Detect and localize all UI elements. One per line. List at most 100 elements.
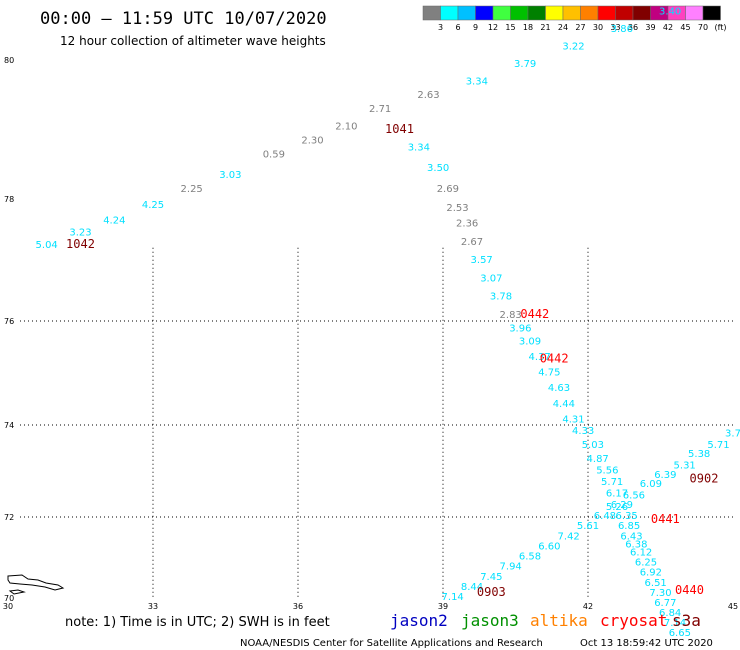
pass-time-label: 1041 — [385, 122, 414, 136]
wave-height-label: 3.23 — [69, 228, 91, 239]
wave-height-label: 4.24 — [103, 215, 125, 226]
wave-height-label: 6.35 — [616, 511, 638, 522]
wave-height-label: 4.37 — [529, 352, 551, 363]
wave-height-label: 6.77 — [654, 598, 676, 609]
x-tick-label: 33 — [148, 602, 158, 611]
wave-height-label: 3.96 — [509, 323, 531, 334]
y-tick-label: 76 — [4, 317, 14, 326]
coastline-outline — [7, 574, 65, 595]
wave-height-label: 3.03 — [219, 170, 241, 181]
color-scale-legend: 3 6 9 12 15 18 21 24 27 30 33 36 39 42 45 70 (ft) — [422, 5, 727, 32]
axis-tick-labels: 30 33 36 39 42 45 70 72 74 76 78 80 — [3, 56, 738, 611]
wave-height-label: 4.44 — [553, 399, 575, 410]
wave-height-label: 2.69 — [437, 184, 459, 195]
wave-height-label: 3.79 — [514, 59, 536, 70]
colorbar-swatch — [422, 5, 441, 21]
wave-height-label: 6.39 — [654, 470, 676, 481]
colorbar-label: 15 — [505, 23, 515, 32]
pass-time-label: 0442 — [540, 352, 569, 366]
colorbar-swatch — [632, 5, 651, 21]
legend-note: note: 1) Time is in UTC; 2) SWH is in fe… — [65, 615, 330, 630]
colorbar-swatch — [492, 5, 511, 21]
wave-height-label: 8.44 — [461, 582, 483, 593]
wave-height-label: 0.59 — [263, 149, 285, 160]
wave-height-label: 6.85 — [618, 521, 640, 532]
wave-height-label: 2.25 — [181, 184, 203, 195]
wave-height-label: 3.86 — [611, 24, 633, 35]
colorbar-label: 45 — [680, 23, 690, 32]
wave-height-label: 2.30 — [301, 135, 323, 146]
wave-height-label: 5.04 — [36, 240, 58, 251]
pass-time-label: 0440 — [675, 583, 704, 597]
satellite-name-jason3: jason3 — [461, 611, 519, 630]
colorbar-label: 18 — [523, 23, 533, 32]
y-tick-label: 72 — [4, 513, 14, 522]
wave-height-label: 7.14 — [442, 592, 464, 603]
colorbar-label: 36 — [628, 23, 638, 32]
wave-height-label: 2.83 — [500, 310, 522, 321]
wave-height-label: 3.22 — [562, 42, 584, 53]
wave-height-label: 6.09 — [640, 479, 662, 490]
wave-height-label: 6.58 — [519, 552, 541, 563]
satellite-name-s3a: s3a — [672, 611, 701, 630]
wave-height-label: 4.31 — [562, 414, 584, 425]
colorbar-label: 6 — [455, 23, 460, 32]
y-tick-label: 80 — [4, 56, 14, 65]
satellite-name-altika: altika — [530, 611, 588, 630]
pass-time-label: 0442 — [520, 307, 549, 321]
colorbar-label: 27 — [575, 23, 585, 32]
wave-height-label: 7.30 — [649, 588, 671, 599]
wave-height-label: 3.57 — [471, 255, 493, 266]
wave-height-label: 2.63 — [417, 90, 439, 101]
footer-timestamp: Oct 13 18:59:42 UTC 2020 — [580, 638, 713, 649]
wave-height-label: 7.42 — [558, 531, 580, 542]
wave-height-label: 5.56 — [596, 465, 618, 476]
colorbar-swatch — [545, 5, 564, 21]
colorbar-swatch — [685, 5, 704, 21]
colorbar-swatch — [580, 5, 599, 21]
wave-height-label: 2.36 — [456, 218, 478, 229]
pass-time-labels: 1042 1041 0442 0442 0902 0441 0440 0903 — [66, 122, 718, 599]
footer-credit: NOAA/NESDIS Center for Satellite Applica… — [240, 638, 543, 649]
wave-height-label: 5.38 — [688, 449, 710, 460]
satellite-name-jason2: jason2 — [390, 611, 448, 630]
wave-height-label: 7.14 — [664, 618, 686, 629]
satellite-legend: jason2 jason3 altika cryosat s3a — [390, 611, 701, 630]
wave-height-label: 6.12 — [630, 547, 652, 558]
wave-height-label: 6.17 — [606, 488, 628, 499]
wave-height-label: 7.94 — [500, 562, 522, 573]
satellite-name-cryosat: cryosat — [600, 611, 667, 630]
colorbar-swatch — [702, 5, 721, 21]
x-tick-label: 30 — [3, 602, 13, 611]
y-tick-label: 70 — [4, 594, 14, 603]
x-tick-label: 36 — [293, 602, 303, 611]
colorbar-label: 24 — [558, 23, 568, 32]
wave-height-points: 5.04 3.23 4.24 4.25 2.25 3.03 0.59 2.30 2.10 2.71… — [36, 7, 740, 640]
wave-height-label: 4.75 — [538, 368, 560, 379]
wave-height-label: 5.26 — [606, 502, 628, 513]
colorbar-label: 42 — [663, 23, 673, 32]
colorbar-swatch — [562, 5, 581, 21]
pass-time-label: 0902 — [690, 472, 719, 486]
wave-height-label: 2.53 — [446, 203, 468, 214]
wave-height-label: 6.29 — [611, 500, 633, 511]
wave-height-label: 6.56 — [623, 491, 645, 502]
wave-height-label: 3.34 — [408, 142, 430, 153]
x-tick-label: 45 — [728, 602, 738, 611]
pass-time-label: 0903 — [477, 585, 506, 599]
colorbar-label: 70 — [698, 23, 708, 32]
y-tick-label: 74 — [4, 421, 14, 430]
x-tick-label: 42 — [583, 602, 593, 611]
wave-height-label: 3.50 — [427, 163, 449, 174]
pass-time-label: 0441 — [651, 512, 680, 526]
colorbar-label: 21 — [540, 23, 550, 32]
wave-height-label: 4.25 — [142, 200, 164, 211]
wave-height-label: 4.63 — [548, 383, 570, 394]
colorbar-label: 12 — [488, 23, 498, 32]
colorbar-swatch — [527, 5, 546, 21]
wave-height-label: 6.38 — [625, 539, 647, 550]
x-tick-label: 39 — [438, 602, 448, 611]
wave-height-label: 6.48 — [594, 511, 616, 522]
colorbar-swatch — [615, 5, 634, 21]
